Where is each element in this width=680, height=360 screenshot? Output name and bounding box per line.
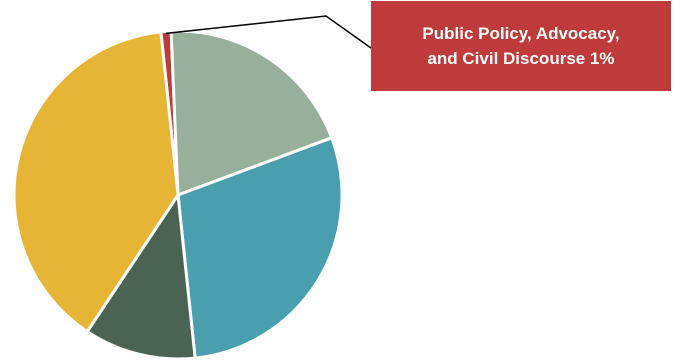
callout-leader-line-0 [165, 15, 372, 49]
pie-slice-1 [169, 29, 334, 197]
pie-slice-2 [176, 136, 344, 360]
callout-box: Public Policy, Advocacy, and Civil Disco… [371, 1, 671, 91]
callout-label: Public Policy, Advocacy, and Civil Disco… [422, 24, 620, 68]
pie-slice-3 [85, 193, 197, 360]
pie-slice-4 [12, 30, 180, 334]
